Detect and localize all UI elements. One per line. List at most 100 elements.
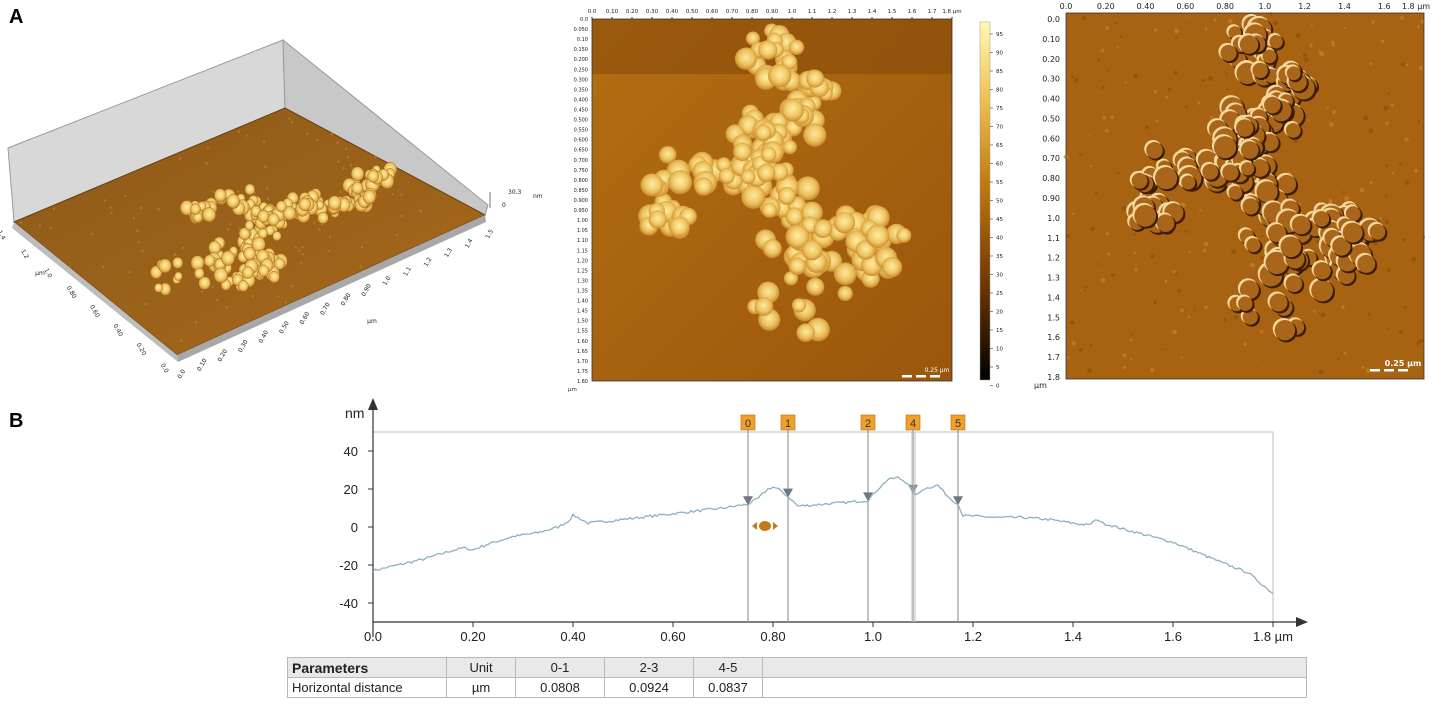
particle <box>244 220 254 231</box>
amplitude-map-y-tick: 0.70 <box>1042 154 1060 163</box>
particle <box>1222 164 1239 181</box>
marker-flag <box>950 414 966 431</box>
particle <box>785 224 810 249</box>
particle <box>1285 122 1301 138</box>
height-map-y-tick: 0.850 <box>574 188 588 194</box>
view3d-x-tick: 1.4 <box>464 238 475 250</box>
colorbar-tick: 60 <box>996 162 1003 168</box>
particle <box>668 216 690 238</box>
y-tick-label: -40 <box>339 596 358 611</box>
particle <box>783 271 799 286</box>
particle <box>782 140 798 155</box>
profile-series-line <box>372 476 1274 595</box>
amplitude-map-x-tick: 1.2 <box>1298 2 1311 11</box>
x-tick-label: 1.0 <box>864 629 882 644</box>
particle <box>174 271 183 281</box>
profile-marker[interactable]: 5 <box>950 414 966 622</box>
table-header-cell: Unit <box>446 657 516 678</box>
view3d-x-tick: 0.20 <box>216 348 229 363</box>
particle <box>833 262 857 286</box>
height-map-y-tick: 0.600 <box>574 138 588 144</box>
amplitude-map-x-tick: 0.60 <box>1176 2 1194 11</box>
amplitude-map-y-tick: 0.60 <box>1042 134 1060 143</box>
marker-flag <box>905 414 921 431</box>
particle <box>1228 185 1243 200</box>
height-map-y-tick: 0.900 <box>574 198 588 204</box>
particle <box>1311 279 1333 302</box>
height-map-x-tick: 0.70 <box>726 9 739 15</box>
view3d-y-tick: 0.0 <box>159 362 170 374</box>
particle <box>806 69 825 88</box>
particle <box>760 146 777 163</box>
particle <box>837 285 853 302</box>
amplitude-map-x-tick: 0.80 <box>1216 2 1234 11</box>
height-map-y-tick: 1.80 <box>577 379 588 385</box>
profile-marker[interactable]: 0 <box>740 414 756 622</box>
particle <box>1345 206 1361 222</box>
particle <box>1134 204 1157 227</box>
particle <box>268 270 280 284</box>
amplitude-map-axes: 0.0 0.20 0.40 0.60 0.80 1.0 1.2 1.4 1.6 1.8 µm 0.0… <box>1034 2 1430 390</box>
particle <box>258 264 270 277</box>
height-map-x-tick: 1.5 <box>888 9 897 15</box>
particle <box>282 206 296 221</box>
colorbar-tick: 80 <box>996 88 1003 94</box>
colorbar-tick: 20 <box>996 310 1003 316</box>
height-map-y-tick: 0.300 <box>574 77 588 83</box>
table-cell: 0.0837 <box>693 677 763 698</box>
particle <box>762 239 782 259</box>
particle <box>190 203 201 215</box>
panel-label-b: B <box>9 410 24 432</box>
view3d-x-tick: 0.50 <box>278 320 291 335</box>
height-map-scale-label: 0.25 µm <box>925 367 950 374</box>
view3d-x-tick: 0.60 <box>299 311 312 326</box>
particle <box>198 276 211 290</box>
particle <box>640 173 664 197</box>
particle <box>1241 162 1255 176</box>
view3d-x-tick: 0.80 <box>340 292 353 307</box>
particle <box>1269 35 1283 49</box>
y-tick-label: 20 <box>344 482 358 497</box>
height-map-y-tick: 1.15 <box>577 248 588 254</box>
height-map-x-tick: 0.30 <box>646 9 659 15</box>
profile-marker[interactable]: 1 <box>780 414 796 622</box>
y-axis-label: nm <box>345 405 364 421</box>
particle <box>768 63 792 88</box>
profile-marker[interactable]: 2 <box>860 414 876 622</box>
view3d-x-tick: 0.30 <box>237 339 250 354</box>
amplitude-map-y-tick: 1.6 <box>1047 333 1060 342</box>
particle <box>1313 211 1330 227</box>
view3d-x-tick: 0.10 <box>196 357 209 372</box>
height-map-y-tick: 1.25 <box>577 268 588 274</box>
x-tick-label: 0.20 <box>460 629 485 644</box>
amplitude-map-x-tick: 1.4 <box>1338 2 1351 11</box>
parameters-table: Parameters Unit 0-1 2-3 4-5 Horizontal d… <box>287 657 1307 698</box>
height-map-x-tick: 0.10 <box>606 9 619 15</box>
cursor-handle-icon <box>752 521 778 531</box>
height-map-x-tick: 0.50 <box>686 9 699 15</box>
particle <box>327 195 342 211</box>
table-header-row: Parameters Unit 0-1 2-3 4-5 <box>287 657 1307 678</box>
view3d-y-tick: 0.40 <box>111 323 124 338</box>
particle <box>1277 174 1297 194</box>
particle <box>813 219 833 239</box>
particle <box>718 168 735 184</box>
view3d-x-tick: 1.3 <box>443 247 454 259</box>
particle <box>244 183 256 196</box>
table-header-cell: 4-5 <box>693 657 763 678</box>
colorbar-tick: 55 <box>996 180 1003 186</box>
view3d-y-tick: 1.0 <box>42 267 53 279</box>
particle <box>1242 198 1259 215</box>
particle <box>741 184 766 209</box>
height-map-y-tick: 0.500 <box>574 118 588 124</box>
marker-label: 4 <box>910 418 916 430</box>
view3d-y-tick: 0.80 <box>65 285 78 300</box>
amplitude-map-x-tick: 1.6 <box>1378 2 1391 11</box>
particle <box>203 254 216 268</box>
amplitude-map-y-tick: 1.5 <box>1047 313 1060 322</box>
height-map-scale-bar: 0.25 µm <box>902 367 950 378</box>
height-map-x-tick: 1.2 <box>828 9 837 15</box>
particle <box>1236 119 1254 137</box>
particle <box>785 207 804 226</box>
marker-label: 1 <box>785 418 791 430</box>
